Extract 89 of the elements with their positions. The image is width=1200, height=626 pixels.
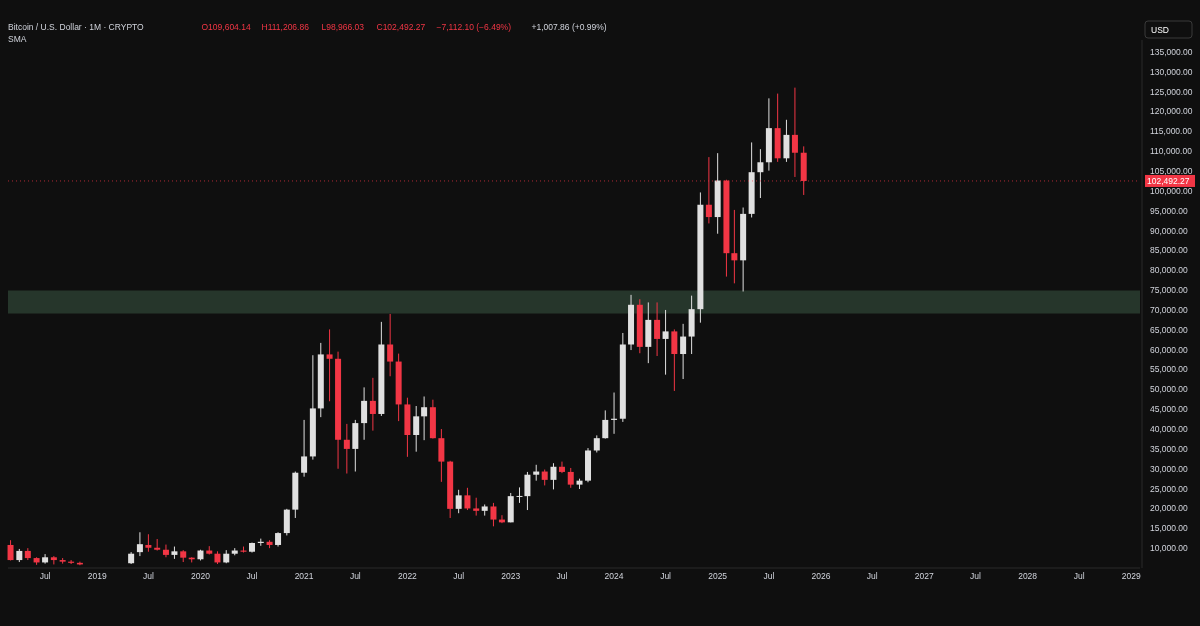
x-tick-label: 2019 (87, 571, 107, 581)
candlestick (731, 209, 738, 284)
x-tick-label: Jul (39, 571, 51, 581)
x-tick-label: 2024 (604, 571, 624, 581)
candlestick (283, 508, 290, 536)
x-tick-label: 2023 (501, 571, 521, 581)
candlestick (654, 301, 661, 357)
y-tick-label: 90,000.00 (1150, 225, 1189, 236)
candlestick (567, 467, 574, 489)
x-tick-label: Jul (660, 571, 672, 581)
y-axis-title: USD (1151, 25, 1169, 35)
text: C102,492.27 (376, 22, 426, 32)
x-tick-label: 2028 (1018, 571, 1038, 581)
candlestick (361, 386, 368, 441)
candlestick (438, 428, 445, 483)
y-tick-label: 130,000.00 (1150, 66, 1193, 77)
candlestick (662, 309, 669, 376)
x-tick-label: 2025 (708, 571, 728, 581)
candlestick (490, 502, 497, 527)
candlestick (550, 462, 557, 490)
candlestick (162, 544, 169, 558)
candlestick (455, 489, 462, 514)
chart-title: Bitcoin / U.S. Dollar · 1M · CRYPTO (8, 22, 145, 32)
y-tick-label: 25,000.00 (1150, 483, 1189, 494)
y-tick-label: 50,000.00 (1150, 384, 1189, 395)
candlestick (42, 553, 49, 565)
text: L98,966.03 (321, 22, 365, 32)
x-tick-label: 2026 (811, 571, 831, 581)
y-tick-label: 115,000.00 (1150, 126, 1193, 137)
candlestick (301, 419, 308, 478)
candlestick (413, 405, 420, 453)
text: +1,007.86 (+0.99%) (531, 22, 607, 32)
candlestick (516, 486, 523, 504)
y-tick-label: 110,000.00 (1150, 146, 1193, 157)
y-tick-label: 120,000.00 (1150, 106, 1193, 117)
candlestick (421, 396, 428, 441)
candlestick (387, 313, 394, 377)
x-tick-label: Jul (970, 571, 982, 581)
candlestick (136, 531, 143, 557)
ref-line-label: 102,492.27 (1147, 175, 1190, 186)
x-tick-label: 2020 (191, 571, 211, 581)
text: −7,112.10 (−6.49%) (436, 22, 512, 32)
candlestick (524, 471, 531, 511)
candlestick (791, 87, 798, 178)
x-tick-label: Jul (142, 571, 154, 581)
y-tick-label: 85,000.00 (1150, 245, 1189, 256)
y-tick-label: 100,000.00 (1150, 185, 1193, 196)
x-tick-label: Jul (246, 571, 258, 581)
candlestick (757, 148, 764, 199)
text: O109,604.14 (201, 22, 251, 32)
candlestick (343, 423, 350, 475)
y-tick-label: 80,000.00 (1150, 265, 1189, 276)
candlestick (464, 487, 471, 511)
candlestick (558, 461, 565, 474)
text: H111,206.86 (261, 22, 310, 32)
annotation: SMA (8, 34, 27, 44)
candlestick (680, 323, 687, 380)
y-tick-label: 35,000.00 (1150, 443, 1189, 454)
candlestick (602, 409, 609, 440)
y-tick-label: 75,000.00 (1150, 285, 1189, 296)
y-tick-label: 95,000.00 (1150, 205, 1189, 216)
y-tick-label: 20,000.00 (1150, 503, 1189, 514)
x-tick-label: Jul (1073, 571, 1085, 581)
x-tick-label: 2021 (294, 571, 314, 581)
candlestick (50, 555, 57, 565)
y-tick-label: 30,000.00 (1150, 463, 1189, 474)
y-tick-label: 135,000.00 (1150, 46, 1193, 57)
y-tick-label: 60,000.00 (1150, 344, 1189, 355)
x-tick-label: Jul (556, 571, 568, 581)
x-tick-label: 2022 (397, 571, 418, 581)
y-tick-label: 105,000.00 (1150, 165, 1193, 176)
x-tick-label: Jul (453, 571, 465, 581)
x-tick-label: Jul (349, 571, 361, 581)
y-tick-label: 40,000.00 (1150, 424, 1189, 435)
candlestick (783, 119, 790, 163)
candlestick (369, 377, 376, 432)
y-tick-label: 55,000.00 (1150, 364, 1189, 375)
y-tick-label: 10,000.00 (1150, 543, 1189, 554)
y-tick-label: 65,000.00 (1150, 324, 1189, 335)
y-tick-label: 15,000.00 (1150, 523, 1189, 534)
y-tick-label: 45,000.00 (1150, 404, 1189, 415)
candlestick (326, 328, 333, 402)
x-tick-label: 2029 (1121, 571, 1141, 581)
candlestick (671, 328, 678, 392)
y-tick-label: 125,000.00 (1150, 86, 1193, 97)
y-tick-label: 70,000.00 (1150, 304, 1189, 315)
x-tick-label: Jul (763, 571, 775, 581)
x-tick-label: Jul (866, 571, 878, 581)
x-tick-label: 2027 (914, 571, 935, 581)
